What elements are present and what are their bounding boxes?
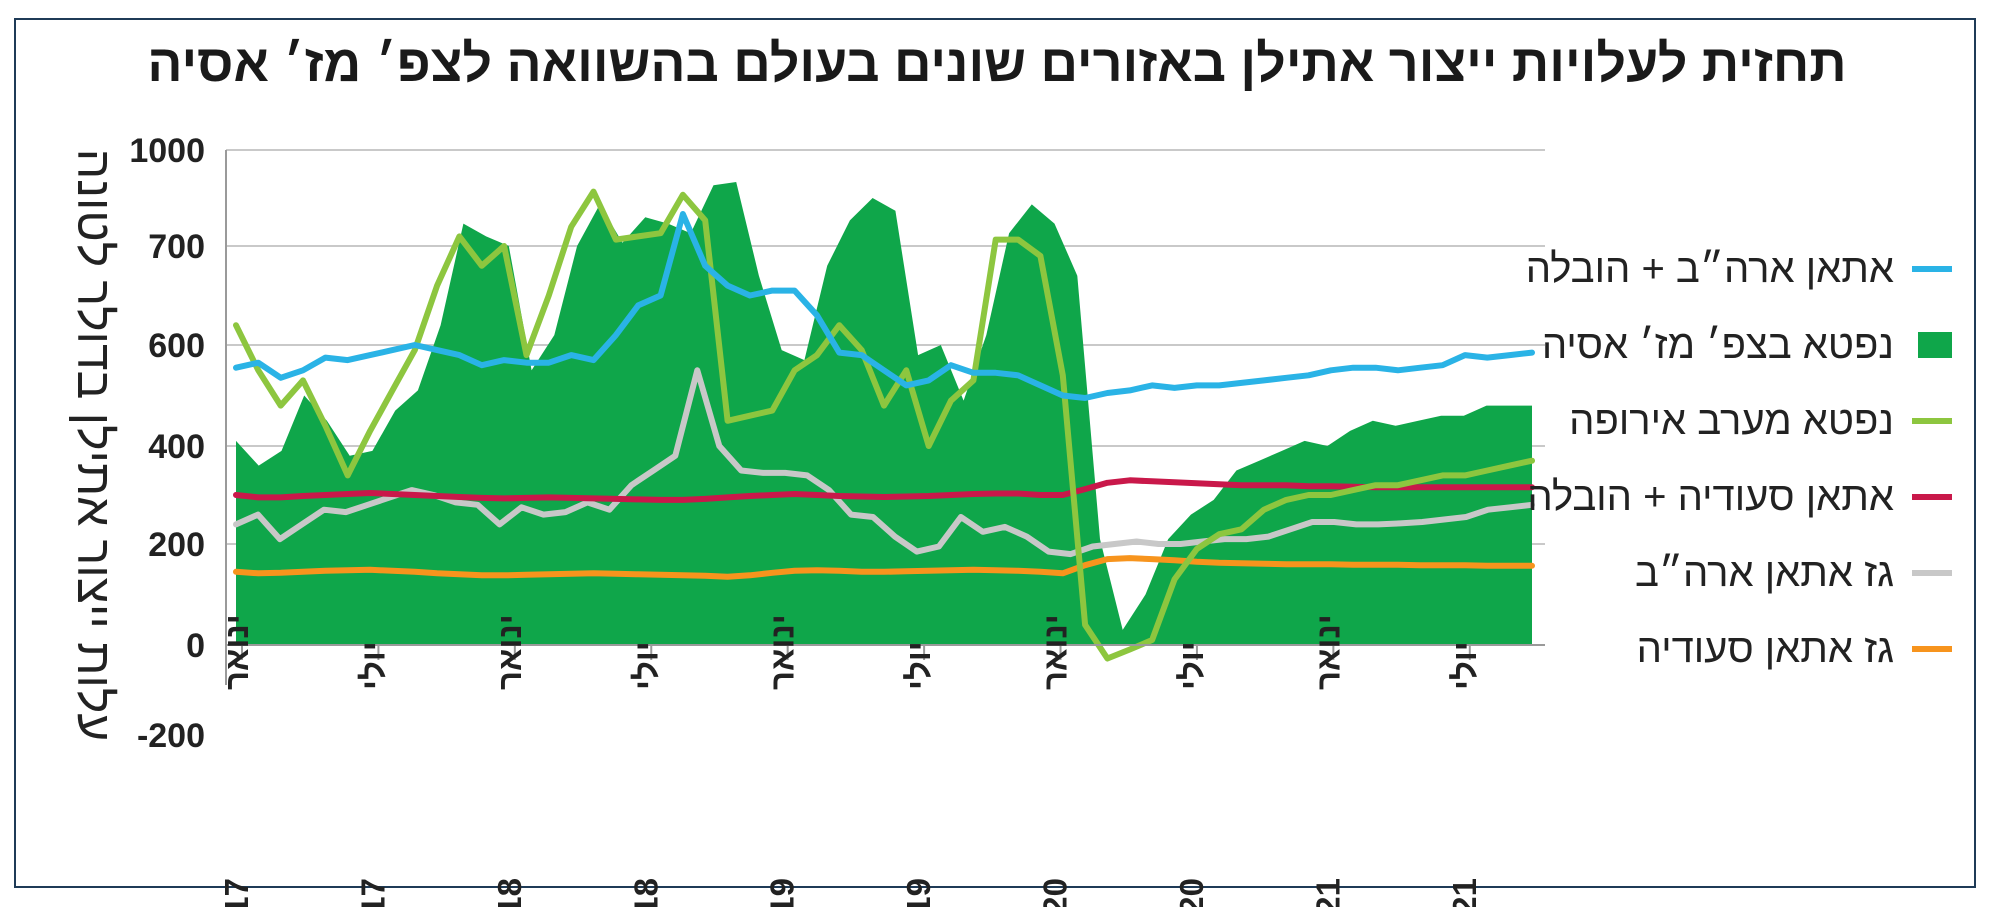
y-tick-label: 0 (186, 627, 205, 665)
legend-item-saudi-ethane-gas: גז אתאן סעודיה (1522, 620, 1952, 678)
x-tick-year: 2018 (491, 878, 528, 907)
x-tick-year: 2017 (218, 878, 255, 907)
x-tick-label: יולי 2019 (900, 641, 937, 907)
y-tick-label: 1000 (129, 132, 205, 170)
y-tick-labels: 1000 700 600 400 200 0 -200 (129, 132, 205, 755)
line-series-saudi-ethane-gas (233, 555, 1535, 580)
x-tick-month: יולי (900, 641, 937, 690)
legend: אתאן ארה״ב + הובלה נפטא בצפ׳ מז׳ אסיה נפטא… (1522, 240, 1952, 696)
x-tick-year: 2019 (764, 878, 801, 907)
area-series-asia-naphtha (236, 182, 1532, 645)
y-tick-label: 600 (148, 327, 205, 365)
x-tick-label: יולי 2020 (1173, 641, 1210, 907)
x-tick-month: ינואר (1037, 614, 1074, 690)
legend-item-us-ethane-gas: גז אתאן ארה״ב (1522, 544, 1952, 602)
x-tick-month: ינואר (1309, 614, 1346, 690)
x-tick-label: ינואר 2019 (764, 614, 801, 907)
x-tick-labels: ינואר 2017 יולי 2017 ינואר 2018 יולי 2018 ינואר 2… (218, 614, 1483, 907)
line-series-west-europe-naphtha (233, 188, 1535, 662)
legend-item-asia-naphtha: נפטא בצפ׳ מז׳ אסיה (1522, 316, 1952, 374)
x-tick-year: 2020 (1037, 878, 1074, 907)
x-tick-year: 2017 (354, 878, 391, 907)
x-tick-year: 2021 (1309, 878, 1346, 907)
legend-label: אתאן סעודיה + הובלה (1527, 474, 1894, 519)
legend-label: אתאן ארה״ב + הובלה (1525, 246, 1894, 291)
x-tick-label: ינואר 2018 (491, 614, 528, 907)
y-tick-label: 700 (148, 228, 205, 266)
legend-label: נפטא מערב אירופה (1569, 398, 1894, 443)
area-layer (236, 182, 1532, 645)
x-tick-year: 2021 (1446, 878, 1483, 907)
legend-item-west-europe-naphtha: נפטא מערב אירופה (1522, 392, 1952, 450)
legend-label: נפטא בצפ׳ מז׳ אסיה (1541, 322, 1894, 367)
y-axis-label: עלות ייצור אתילן בדולר לטונה (67, 149, 120, 741)
legend-item-saudi-ethane-shipping: אתאן סעודיה + הובלה (1522, 468, 1952, 526)
x-tick-month: יולי (354, 641, 391, 690)
line-series-us-ethane-gas (233, 367, 1535, 558)
line-series-us-ethane-shipping (233, 211, 1535, 401)
x-tick-year: 2018 (627, 878, 664, 907)
lines-layer (233, 188, 1535, 662)
x-tick-label: יולי 2018 (627, 641, 664, 907)
chart-title: תחזית לעלויות ייצור אתילן באזורים שונים … (147, 35, 1847, 93)
x-tick-month: ינואר (218, 614, 255, 690)
legend-swatch (1918, 332, 1952, 358)
x-tick-month: יולי (1446, 641, 1483, 690)
legend-swatch (1912, 570, 1952, 576)
legend-swatch (1912, 266, 1952, 272)
x-tick-month: ינואר (491, 614, 528, 690)
legend-swatch (1912, 418, 1952, 424)
legend-label: גז אתאן סעודיה (1636, 626, 1894, 671)
legend-item-us-ethane-shipping: אתאן ארה״ב + הובלה (1522, 240, 1952, 298)
legend-swatch (1912, 494, 1952, 500)
x-tick-label: יולי 2021 (1446, 641, 1483, 907)
x-tick-month: יולי (627, 641, 664, 690)
line-series-saudi-ethane-shipping (233, 477, 1535, 503)
x-tick-month: יולי (1173, 641, 1210, 690)
y-tick-label: 400 (148, 428, 205, 466)
x-tick-month: ינואר (764, 614, 801, 690)
y-tick-label: 200 (148, 526, 205, 564)
y-tick-label: -200 (137, 717, 205, 755)
axes (225, 150, 1545, 685)
x-tick-label: ינואר 2021 (1309, 614, 1346, 907)
x-tick-year: 2020 (1173, 878, 1210, 907)
legend-label: גז אתאן ארה״ב (1634, 550, 1894, 595)
x-tick-label: ינואר 2017 (218, 614, 255, 907)
legend-swatch (1912, 646, 1952, 652)
x-tick-year: 2019 (900, 878, 937, 907)
x-tick-label: ינואר 2020 (1037, 614, 1074, 907)
x-tick-label: יולי 2017 (354, 641, 391, 907)
